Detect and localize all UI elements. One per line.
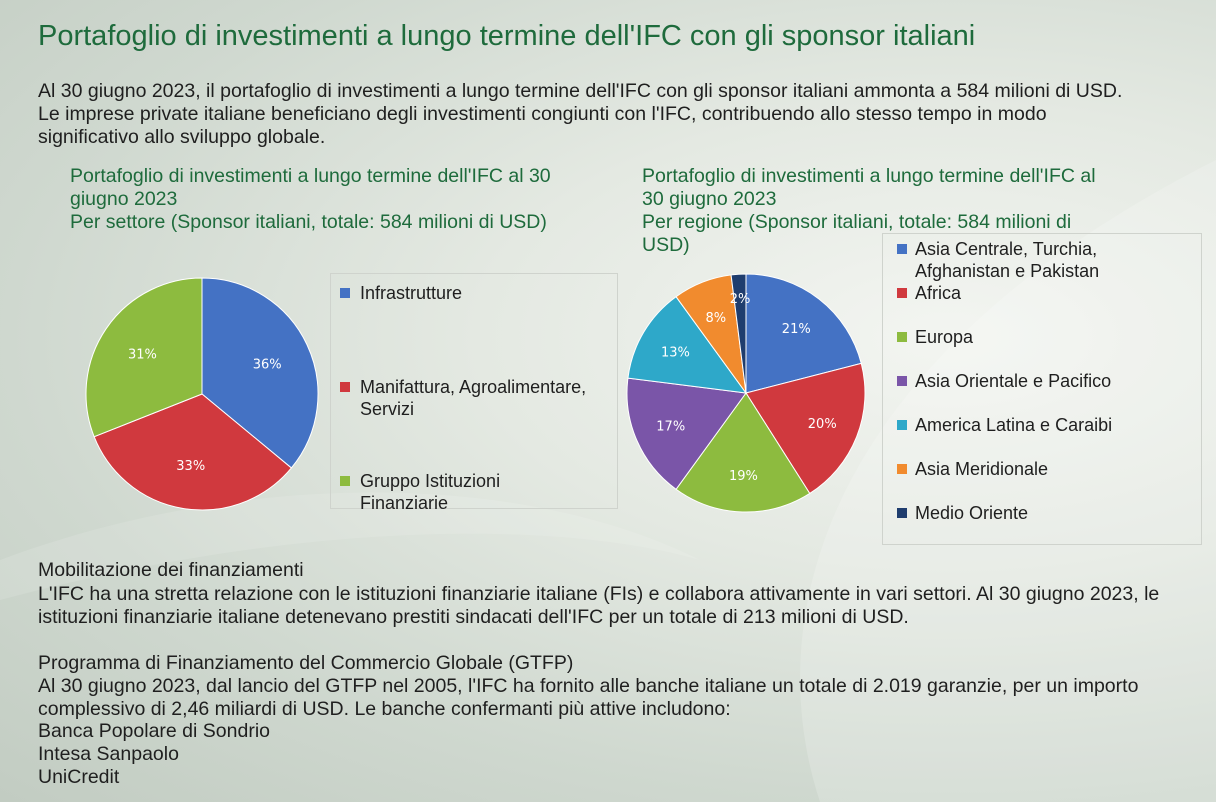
slice-data-label: 13% xyxy=(661,345,690,360)
legend-label: Manifattura, Agroalimentare, Servizi xyxy=(360,377,587,419)
sector-legend: Infrastrutture Manifattura, Agroalimentar… xyxy=(330,273,618,513)
legend-label: Africa xyxy=(915,283,962,303)
legend-label: Europa xyxy=(915,327,974,347)
slice-data-label: 31% xyxy=(128,348,157,363)
slice-data-label: 20% xyxy=(808,417,837,432)
region-legend: Asia Centrale, Turchia, Afghanistan e Pa… xyxy=(882,233,1202,545)
sector-chart-title: Portafoglio di investimenti a lungo term… xyxy=(70,165,551,233)
legend-label: Asia Centrale, Turchia, Afghanistan e Pa… xyxy=(915,239,1100,281)
bank-list: Banca Popolare di Sondrio Intesa Sanpaol… xyxy=(38,720,270,789)
mobilization-heading: Mobilitazione dei finanziamenti xyxy=(38,559,304,581)
slice-data-label: 17% xyxy=(656,420,685,435)
mobilization-text: L'IFC ha una stretta relazione con le is… xyxy=(38,583,1160,628)
pie-slice xyxy=(627,296,748,394)
region-chart-title: Portafoglio di investimenti a lungo term… xyxy=(642,165,1096,256)
legend-label: Medio Oriente xyxy=(915,503,1029,523)
legend-swatch xyxy=(897,288,907,298)
bank-item: UniCredit xyxy=(38,766,120,788)
gtfp-text: Al 30 giugno 2023, dal lancio del GTFP n… xyxy=(38,675,1139,720)
pie-slice xyxy=(675,392,811,513)
pie-slice xyxy=(745,362,866,495)
slice-data-label: 19% xyxy=(729,469,758,484)
pie-slice xyxy=(85,277,203,438)
slice-data-label: 8% xyxy=(706,311,727,326)
pie-slice xyxy=(201,277,319,469)
pie-slice xyxy=(745,273,862,394)
pie-slice xyxy=(730,273,747,394)
slice-data-label: 33% xyxy=(176,459,205,474)
legend-label: Gruppo Istituzioni Finanziarie xyxy=(360,471,501,513)
legend-swatch xyxy=(897,420,907,430)
legend-swatch xyxy=(340,382,350,392)
legend-swatch xyxy=(897,332,907,342)
legend-swatch xyxy=(897,376,907,386)
legend-swatch xyxy=(897,244,907,254)
slice-data-label: 21% xyxy=(782,322,811,337)
bank-item: Banca Popolare di Sondrio xyxy=(38,720,270,742)
slice-data-label: 36% xyxy=(253,357,282,372)
pie-slice xyxy=(93,393,293,511)
legend-label: America Latina e Caraibi xyxy=(915,415,1113,435)
slice-data-label: 2% xyxy=(730,292,751,307)
legend-label: Asia Meridionale xyxy=(915,459,1049,479)
legend-swatch xyxy=(897,464,907,474)
legend-swatch xyxy=(340,288,350,298)
legend-swatch xyxy=(340,476,350,486)
legend-label: Asia Orientale e Pacifico xyxy=(915,371,1112,391)
gtfp-heading: Programma di Finanziamento del Commercio… xyxy=(38,652,574,674)
page-title: Portafoglio di investimenti a lungo term… xyxy=(38,20,976,52)
bank-item: Intesa Sanpaolo xyxy=(38,743,179,765)
pie-slice xyxy=(626,377,747,490)
legend-label: Infrastrutture xyxy=(360,283,463,303)
legend-swatch xyxy=(897,508,907,518)
intro-paragraph: Al 30 giugno 2023, il portafoglio di inv… xyxy=(38,80,1123,148)
